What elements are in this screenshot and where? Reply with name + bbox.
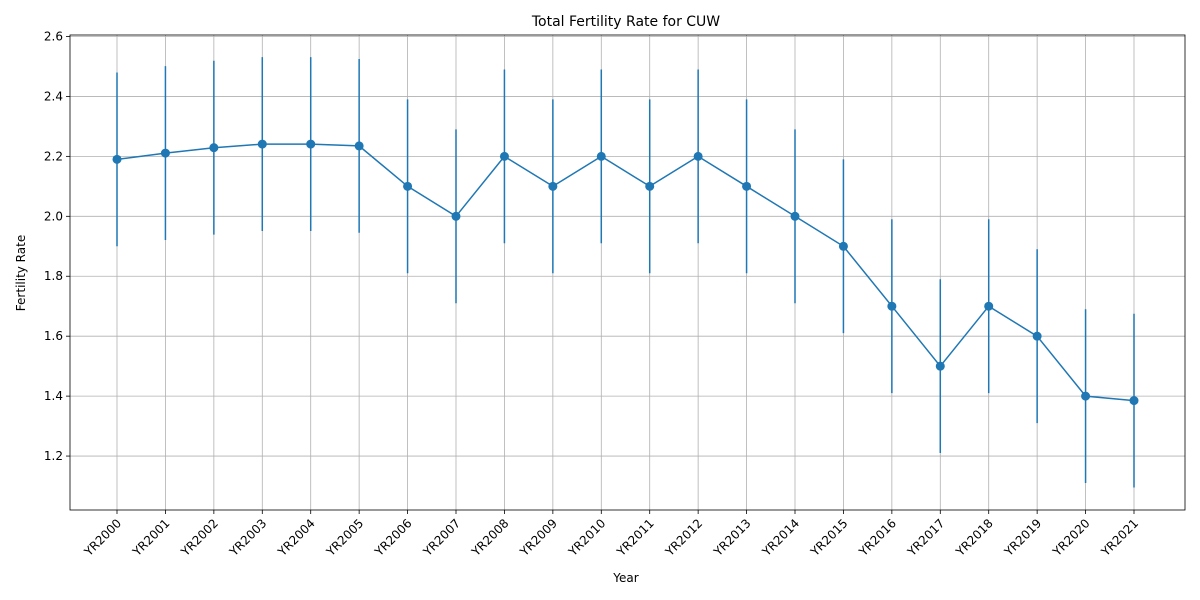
x-tick-label: YR2005 xyxy=(323,516,366,559)
data-point xyxy=(306,139,316,149)
x-tick-label: YR2004 xyxy=(275,516,318,559)
data-point xyxy=(403,181,413,191)
x-tick-label: YR2003 xyxy=(226,516,269,559)
data-point xyxy=(451,211,461,221)
x-tick-label: YR2001 xyxy=(129,516,172,559)
data-points xyxy=(112,139,1139,406)
y-tick-label: 1.6 xyxy=(44,329,63,343)
plot-frame xyxy=(69,34,1186,511)
data-point xyxy=(112,154,122,164)
data-point xyxy=(209,143,219,153)
data-point xyxy=(257,139,267,149)
x-tick-label: YR2011 xyxy=(614,516,657,559)
data-point xyxy=(1081,391,1091,401)
x-tick-label: YR2007 xyxy=(420,516,463,559)
data-point xyxy=(548,181,558,191)
x-tick-label: YR2018 xyxy=(953,516,996,559)
series-line xyxy=(116,143,1135,402)
y-axis-ticks: 1.2 1.4 1.6 1.8 2.0 2.2 2.4 2.6 xyxy=(44,29,70,463)
error-bars xyxy=(116,57,1135,488)
x-tick-label: YR2017 xyxy=(904,516,947,559)
y-tick-label: 2.2 xyxy=(44,149,63,163)
y-tick-label: 1.2 xyxy=(44,449,63,463)
x-tick-label: YR2020 xyxy=(1049,516,1092,559)
data-point xyxy=(645,181,655,191)
x-axis-ticks: YR2000 YR2001 YR2002 YR2003 YR2004 YR2005 YR20… xyxy=(81,510,1141,560)
data-point xyxy=(354,141,364,151)
x-tick-label: YR2014 xyxy=(759,516,802,559)
x-tick-label: YR2006 xyxy=(371,516,414,559)
data-point xyxy=(984,301,994,311)
data-point xyxy=(742,181,752,191)
y-tick-label: 1.8 xyxy=(44,269,63,283)
x-tick-label: YR2009 xyxy=(517,516,560,559)
x-tick-label: YR2015 xyxy=(807,516,850,559)
x-tick-label: YR2013 xyxy=(710,516,753,559)
x-tick-label: YR2012 xyxy=(662,516,705,559)
y-axis-title: Fertility Rate xyxy=(14,235,28,311)
x-tick-label: YR2016 xyxy=(856,516,899,559)
x-tick-label: YR2021 xyxy=(1098,516,1141,559)
grid xyxy=(70,35,1185,510)
y-tick-label: 2.4 xyxy=(44,89,63,103)
x-tick-label: YR2019 xyxy=(1001,516,1044,559)
x-axis-title: Year xyxy=(612,571,638,585)
data-point xyxy=(790,211,800,221)
x-tick-label: YR2002 xyxy=(178,516,221,559)
data-point xyxy=(1032,331,1042,341)
y-tick-label: 2.6 xyxy=(44,29,63,43)
x-tick-label: YR2000 xyxy=(81,516,124,559)
y-tick-label: 1.4 xyxy=(44,389,63,403)
data-point xyxy=(887,301,897,311)
data-point xyxy=(1129,396,1139,406)
y-tick-label: 2.0 xyxy=(44,209,63,223)
chart-title: Total Fertility Rate for CUW xyxy=(531,14,720,30)
data-point xyxy=(838,241,848,251)
x-tick-label: YR2008 xyxy=(468,516,511,559)
data-point xyxy=(935,361,945,371)
data-point xyxy=(693,151,703,161)
data-point xyxy=(596,151,606,161)
data-point xyxy=(499,151,509,161)
data-point xyxy=(160,148,170,158)
x-tick-label: YR2010 xyxy=(565,516,608,559)
